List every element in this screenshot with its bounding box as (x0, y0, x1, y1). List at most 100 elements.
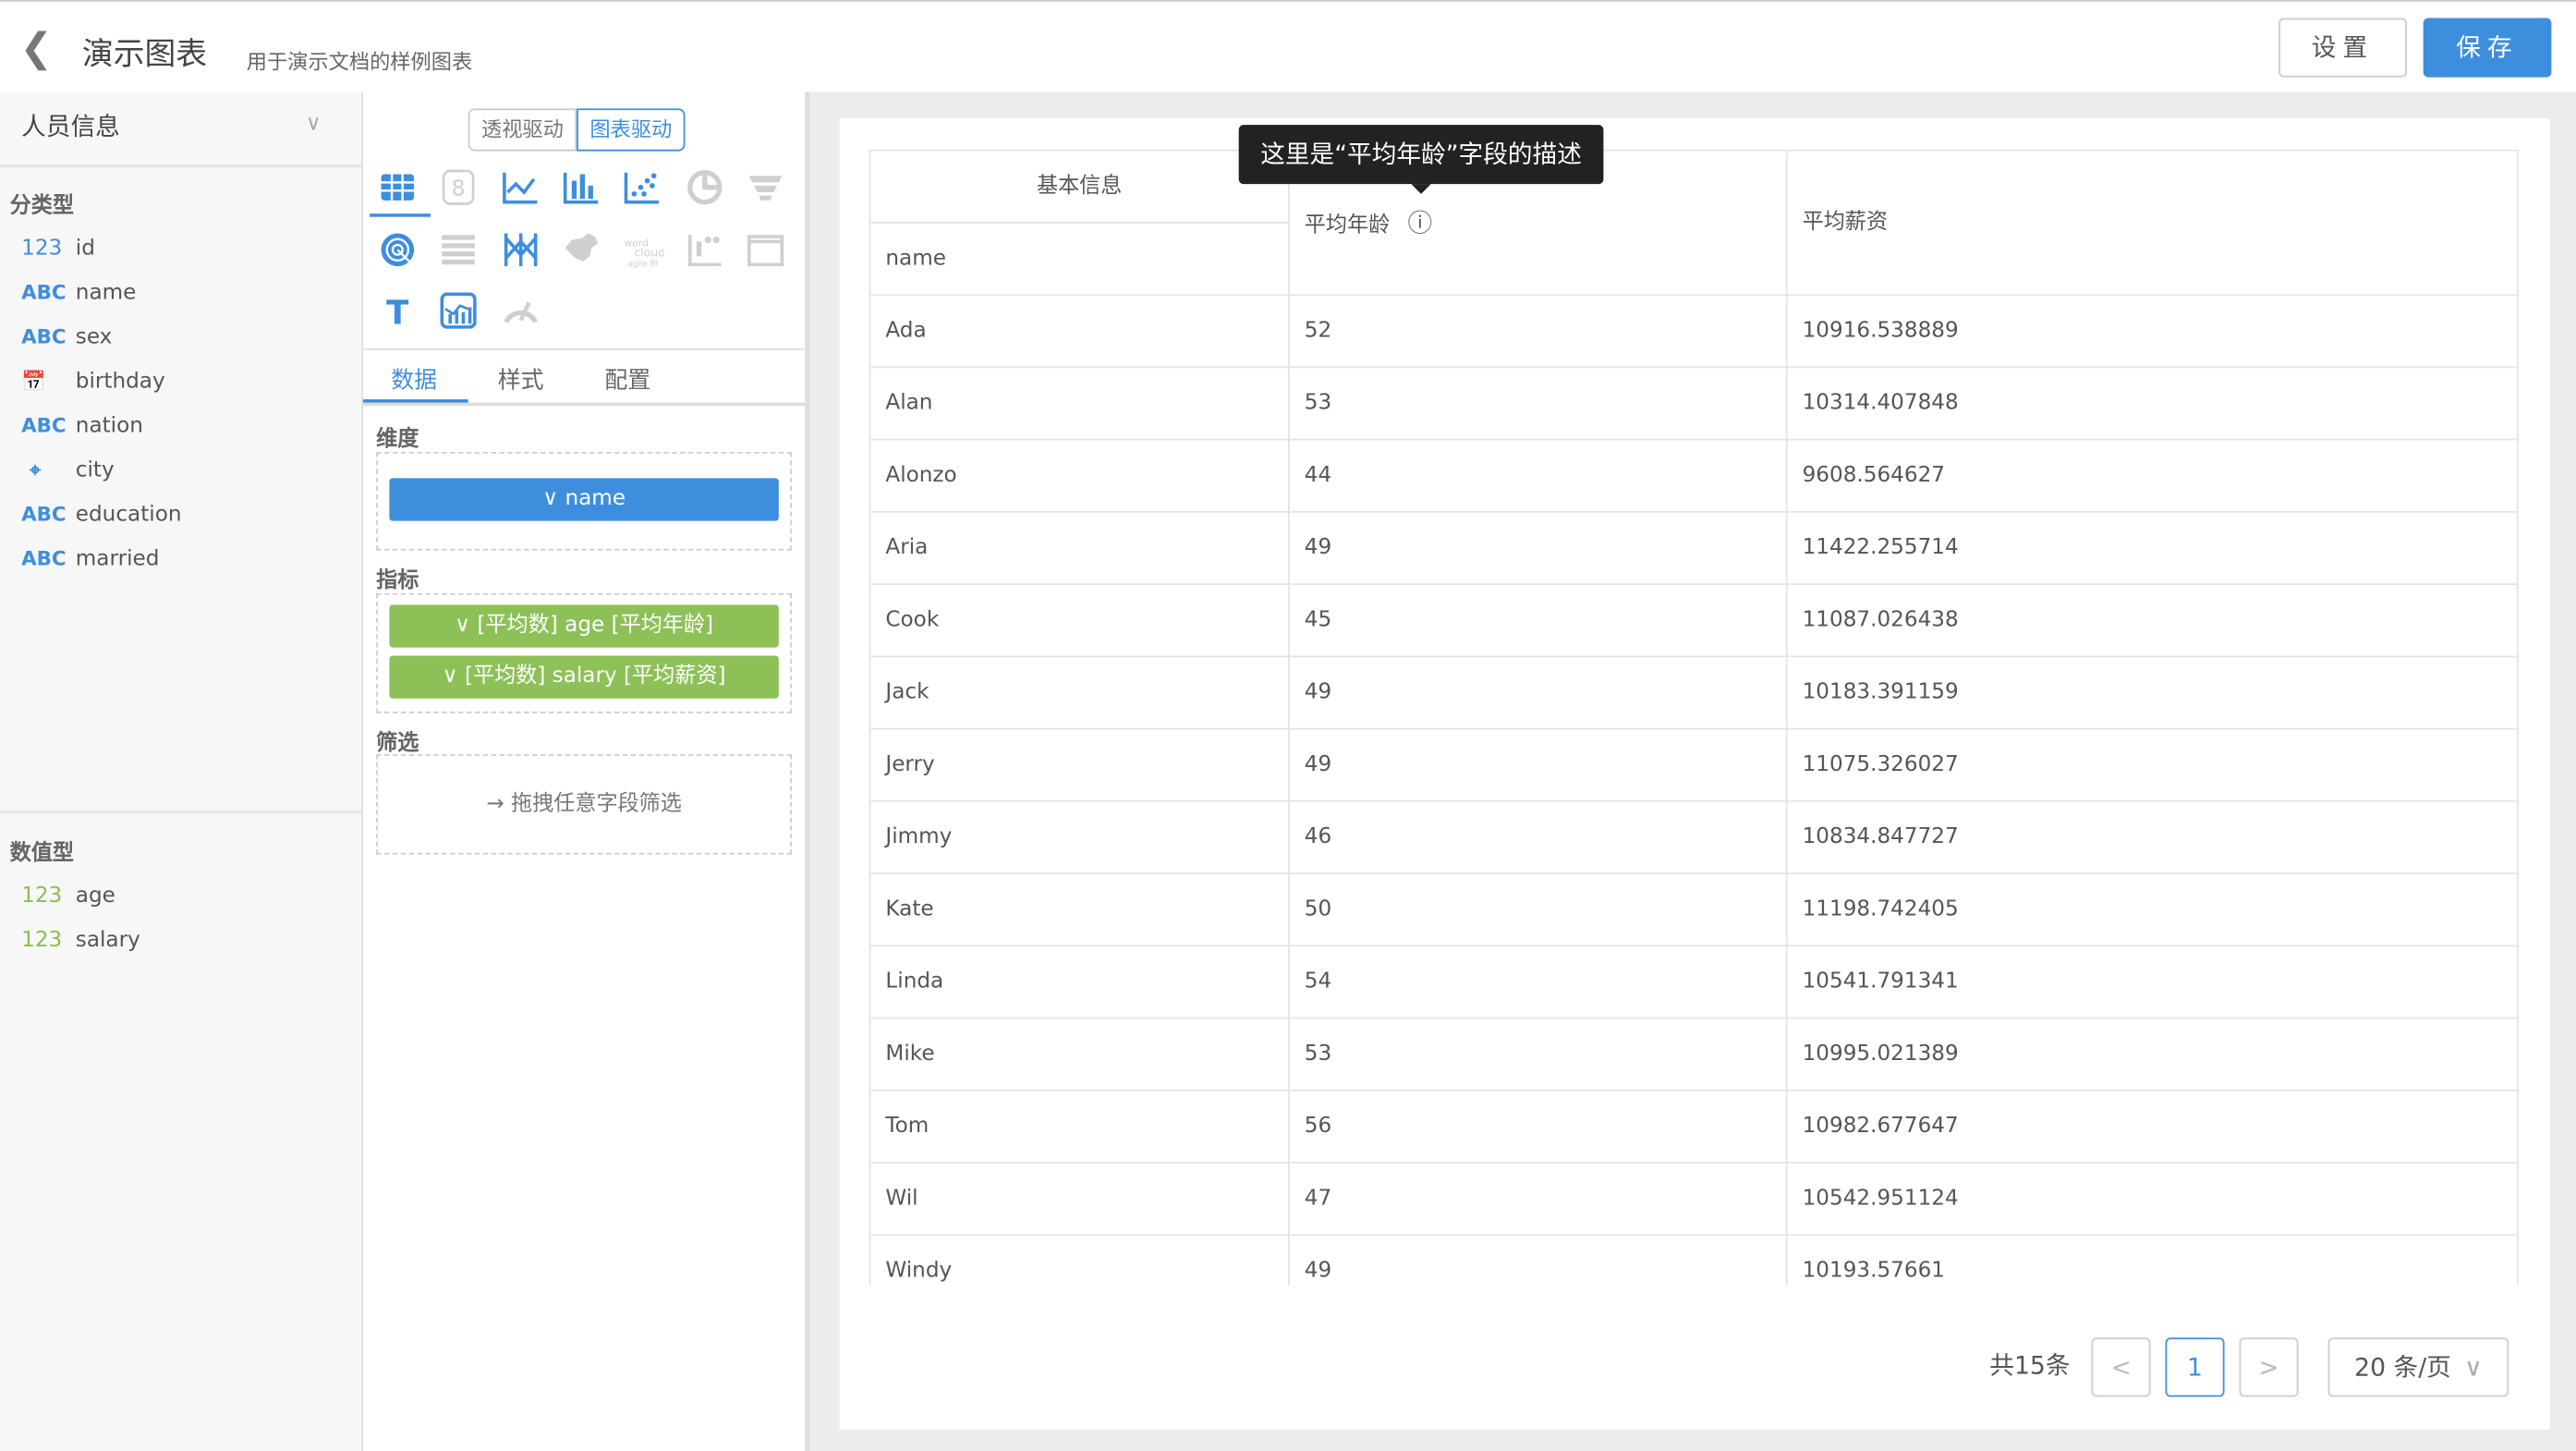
line-chart-icon[interactable] (499, 166, 541, 209)
metric-dropzone[interactable]: ∨ [平均数] age [平均年龄] ∨ [平均数] salary [平均薪资] (376, 592, 793, 713)
field-name: education (75, 503, 182, 528)
active-tab-underline (362, 399, 468, 403)
cell-text: Cook (885, 607, 940, 633)
cell-text: 10183.391159 (1802, 680, 1959, 705)
table-chart-icon[interactable] (376, 166, 419, 209)
cell-text: 49 (1304, 535, 1332, 561)
sankey-chart-icon[interactable] (499, 227, 541, 270)
number-card-chart-icon[interactable]: 8 (438, 166, 480, 209)
cell-text: 平均薪资 (1802, 210, 1889, 236)
chevron-left-icon[interactable]: ❮ (19, 24, 54, 71)
word-cloud-chart-icon[interactable]: word cloud agile BI (621, 227, 665, 270)
prev-page-button[interactable]: < (2091, 1337, 2151, 1397)
type-abc-icon: ABC (21, 414, 67, 437)
table-cell: 53 (1289, 1018, 1788, 1091)
page-size-select[interactable]: 20 条/页 ∨ (2327, 1337, 2509, 1397)
table-cell: Linda (870, 946, 1290, 1019)
info-icon[interactable]: ⓘ (1399, 208, 1433, 238)
cell-text: 平均年龄 (1304, 213, 1391, 238)
table-cell: 11198.742405 (1787, 873, 2519, 947)
scorecard-chart-icon[interactable] (683, 227, 725, 270)
pivot-mode-button[interactable]: 透视驱动 (468, 108, 577, 152)
field-age[interactable]: 123 age (0, 881, 361, 917)
page-1-button[interactable]: 1 (2165, 1337, 2225, 1397)
cell-text: Alonzo (885, 463, 957, 489)
funnel-chart-icon[interactable] (744, 166, 786, 209)
dimension-dropzone[interactable]: ∨ name (376, 451, 793, 551)
group-label: 分类型 (9, 193, 75, 219)
cell-text: Jimmy (885, 824, 953, 850)
cell-text: 10834.847727 (1802, 824, 1959, 850)
cell-text: 10541.791341 (1802, 969, 1959, 994)
field-education[interactable]: ABC education (0, 500, 361, 536)
cell-text: 基本信息 (1036, 174, 1123, 200)
cell-text: 11087.026438 (1802, 607, 1959, 633)
cell-text: name (885, 246, 946, 272)
parallel-chart-icon[interactable] (438, 227, 480, 270)
gauge-chart-icon[interactable] (499, 289, 541, 332)
save-button[interactable]: 保存 (2423, 18, 2552, 78)
cell-text: Mike (885, 1042, 935, 1067)
cell-text: 54 (1304, 969, 1332, 994)
chevron-down-icon: ∨ (442, 664, 465, 689)
dashboard-chart-chart-icon[interactable] (438, 289, 480, 332)
cell-text: Windy (885, 1259, 953, 1284)
field-married[interactable]: ABC married (0, 544, 361, 580)
chart-mode-button[interactable]: 图表驱动 (577, 108, 686, 152)
mode-toggle: 透视驱动 图表驱动 (468, 108, 686, 152)
table-cell: 10193.57661 (1788, 1236, 2519, 1286)
cell-text: 10314.407848 (1802, 391, 1959, 416)
scatter-chart-icon[interactable] (621, 166, 663, 209)
table-cell: 52 (1289, 296, 1788, 369)
field-id[interactable]: 123 id (0, 233, 361, 269)
table-cell: Cook (870, 585, 1290, 658)
table-cell: 45 (1289, 585, 1788, 658)
group-header: 基本信息 (870, 151, 1290, 224)
filter-dropzone[interactable]: → 拖拽任意字段筛选 (376, 754, 793, 855)
cell-text: 11198.742405 (1802, 896, 1959, 922)
next-page-button[interactable]: > (2239, 1337, 2299, 1397)
table-cell: Jimmy (870, 801, 1290, 874)
column-header-avg-salary: 平均薪资 (1787, 151, 2519, 297)
bar-chart-icon[interactable] (560, 166, 602, 209)
settings-button[interactable]: 设置 (2278, 18, 2407, 78)
table-cell: Kate (870, 873, 1290, 947)
field-name: age (75, 884, 115, 909)
chevron-down-icon[interactable]: ∨ (305, 111, 322, 137)
metric-pill[interactable]: ∨ [平均数] salary [平均薪资] (389, 655, 779, 699)
tab-data[interactable]: 数据 (391, 368, 437, 395)
radar-chart-icon[interactable] (376, 227, 419, 270)
tab-config[interactable]: 配置 (604, 368, 651, 395)
table-cell: 10916.538889 (1787, 296, 2519, 369)
table-cell: Alan (870, 368, 1290, 441)
table-cell: 10183.391159 (1787, 657, 2519, 730)
column-header-avg-age: 平均年龄 ⓘ (1289, 151, 1788, 297)
table-cell: 53 (1289, 368, 1788, 441)
field-nation[interactable]: ABC nation (0, 411, 361, 447)
field-birthday[interactable]: 📅 birthday (0, 367, 361, 403)
svg-text:cloud: cloud (635, 244, 664, 258)
cell-text: 49 (1304, 680, 1332, 705)
field-city[interactable]: ⌖ city (0, 456, 361, 492)
field-name: name (75, 281, 137, 306)
arrow-right-icon: → (486, 792, 511, 817)
window-chart-icon[interactable] (744, 227, 786, 270)
field-name[interactable]: ABC name (0, 277, 361, 313)
total-count: 共15条 (1989, 1350, 2071, 1381)
pie-chart-icon[interactable] (683, 166, 725, 209)
text-chart-icon[interactable]: T (376, 289, 419, 332)
tab-style[interactable]: 样式 (497, 368, 544, 395)
cell-text: 56 (1304, 1114, 1332, 1140)
page-subtitle: 用于演示文档的样例图表 (246, 49, 473, 75)
chevron-down-icon: ∨ (542, 486, 565, 511)
dimension-pill[interactable]: ∨ name (389, 478, 779, 521)
metric-pill[interactable]: ∨ [平均数] age [平均年龄] (389, 604, 779, 648)
type-abc-icon: ABC (21, 547, 67, 571)
field-salary[interactable]: 123 salary (0, 925, 361, 961)
table-cell: Jack (870, 657, 1290, 730)
china-map-chart-icon[interactable] (560, 227, 602, 270)
field-sex[interactable]: ABC sex (0, 323, 361, 359)
dataset-select[interactable]: 人员信息 (21, 111, 120, 141)
map-pin-icon: ⌖ (30, 458, 42, 482)
field-name: married (75, 547, 160, 572)
